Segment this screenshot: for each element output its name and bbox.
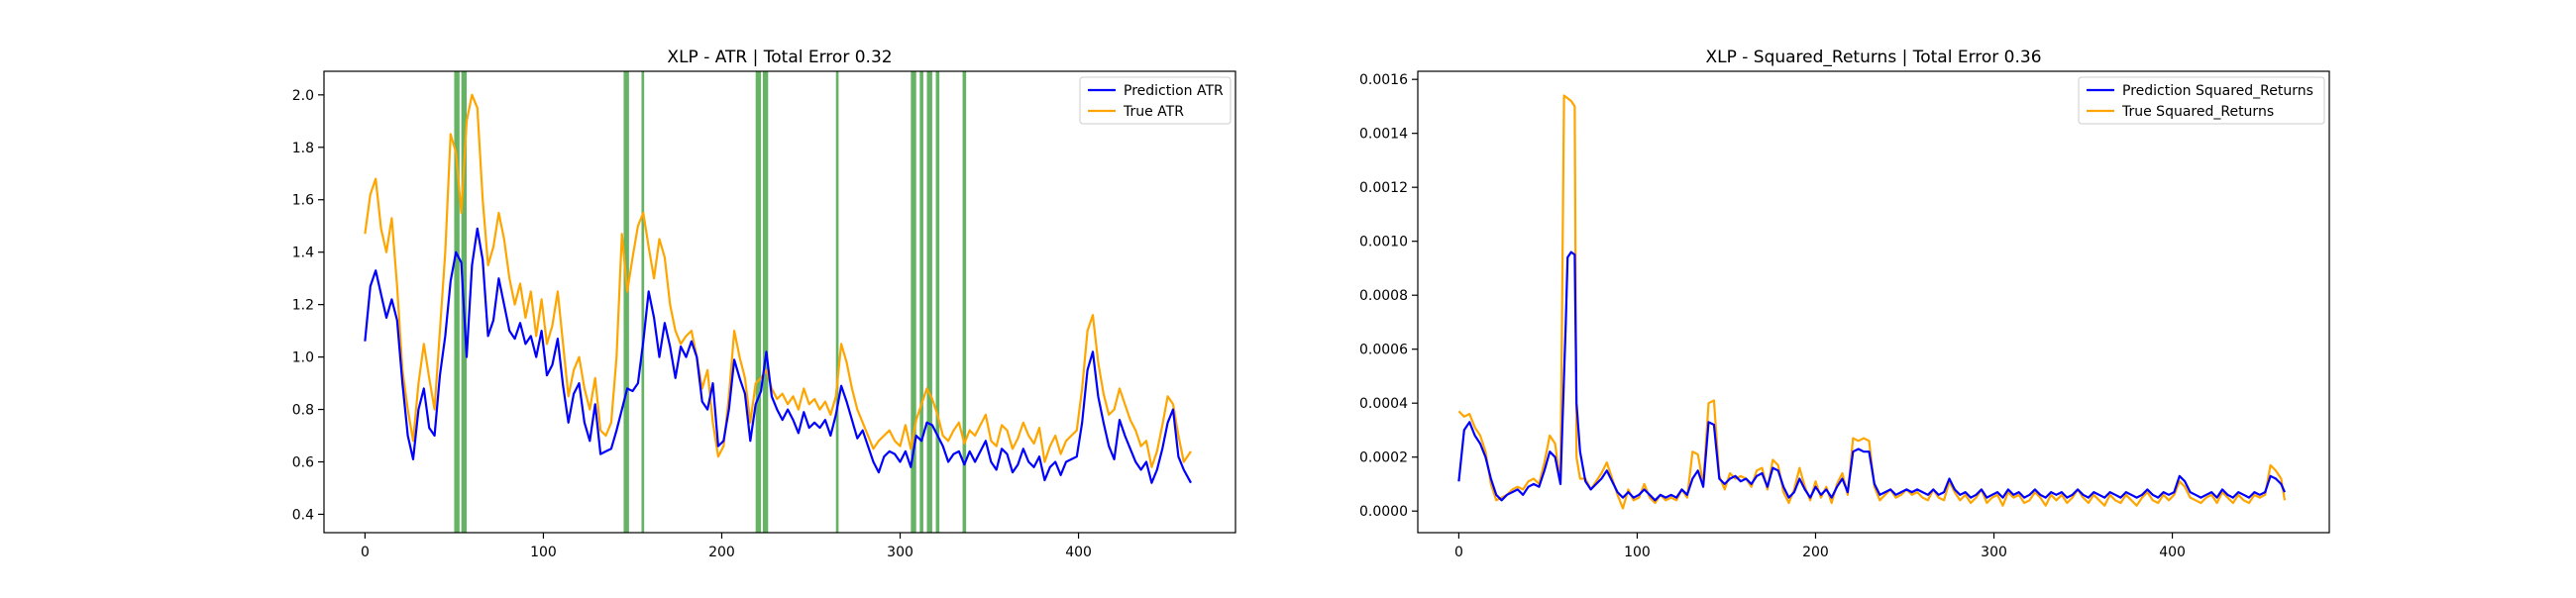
squared-returns-y-tick-label: 0.0014 xyxy=(1359,127,1408,143)
atr-chart: XLP - ATR | Total Error 0.32 0 100 200 300 4… xyxy=(292,48,1236,560)
atr-highlight-band xyxy=(641,71,645,533)
atr-plot-frame xyxy=(323,70,1236,534)
atr-legend: Prediction ATR True ATR xyxy=(1079,76,1232,125)
atr-y-tick-label: 1.2 xyxy=(292,298,314,314)
squared-returns-legend: Prediction Squared_Returns True Squared_… xyxy=(2078,76,2325,125)
atr-x-tick-label: 400 xyxy=(1065,545,1092,560)
squared-returns-x-tick-label: 0 xyxy=(1454,545,1463,560)
atr-chart-title: XLP - ATR | Total Error 0.32 xyxy=(667,48,892,67)
atr-highlight-band xyxy=(835,71,839,533)
squared-returns-y-tick-label: 0.0004 xyxy=(1359,396,1408,412)
atr-x-tick-label: 200 xyxy=(708,545,735,560)
atr-series-line-true xyxy=(364,93,1192,468)
atr-highlight-band xyxy=(454,71,460,533)
squared-returns-x-tick-label: 300 xyxy=(1981,545,2007,560)
atr-x-tick-label: 100 xyxy=(530,545,557,560)
atr-y-tick-label: 0.8 xyxy=(292,403,314,419)
atr-highlight-band xyxy=(762,71,769,533)
squared-returns-y-tick-label: 0.0008 xyxy=(1359,288,1408,304)
atr-x-tick-label: 300 xyxy=(887,545,913,560)
atr-y-tick-label: 1.8 xyxy=(292,141,314,156)
squared-returns-y-tick-label: 0.0006 xyxy=(1359,343,1408,358)
atr-y-tick-label: 0.6 xyxy=(292,455,314,471)
atr-highlight-band xyxy=(911,71,916,533)
squared-returns-series-lines xyxy=(1457,94,2287,510)
squared-returns-legend-true-label: True Squared_Returns xyxy=(2121,104,2274,120)
atr-y-tick-label: 1.0 xyxy=(292,350,314,366)
squared-returns-plot-frame xyxy=(1417,70,2330,534)
atr-y-tick-label: 0.4 xyxy=(292,507,314,523)
atr-highlight-band xyxy=(919,71,923,533)
squared-returns-x-tick-label: 400 xyxy=(2159,545,2186,560)
squared-returns-legend-prediction-label: Prediction Squared_Returns xyxy=(2122,83,2313,99)
atr-legend-box xyxy=(1079,76,1232,125)
atr-legend-true-label: True ATR xyxy=(1123,104,1184,120)
atr-y-tick-label: 1.4 xyxy=(292,246,314,261)
squared-returns-x-tick-label: 100 xyxy=(1624,545,1651,560)
squared-returns-y-tick-label: 0.0012 xyxy=(1359,180,1408,196)
atr-highlight-band xyxy=(935,71,940,533)
atr-highlight-band xyxy=(623,71,629,533)
atr-highlight-band xyxy=(755,71,762,533)
squared-returns-y-tick-label: 0.0010 xyxy=(1359,235,1408,250)
atr-series-lines xyxy=(364,93,1192,484)
squared-returns-chart: XLP - Squared_Returns | Total Error 0.36… xyxy=(1359,48,2330,560)
squared-returns-y-tick-label: 0.0016 xyxy=(1359,72,1408,88)
squared-returns-legend-box xyxy=(2078,76,2325,125)
squared-returns-series-line-prediction xyxy=(1457,250,2287,502)
atr-y-tick-label: 1.6 xyxy=(292,193,314,209)
atr-highlight-band xyxy=(962,71,967,533)
atr-x-tick-label: 0 xyxy=(361,545,370,560)
squared-returns-axes: 0 100 200 300 400 0.0000 0.0002 0.0004 0.0006 0.0… xyxy=(1359,70,2330,560)
squared-returns-chart-title: XLP - Squared_Returns | Total Error 0.36 xyxy=(1705,48,2041,67)
squared-returns-y-tick-label: 0.0000 xyxy=(1359,504,1408,520)
atr-highlight-band xyxy=(926,71,932,533)
atr-series-line-prediction xyxy=(364,227,1192,484)
atr-legend-prediction-label: Prediction ATR xyxy=(1124,83,1224,99)
squared-returns-x-tick-label: 200 xyxy=(1802,545,1829,560)
squared-returns-y-tick-label: 0.0002 xyxy=(1359,450,1408,466)
atr-y-tick-label: 2.0 xyxy=(292,88,314,104)
atr-axes: 0 100 200 300 400 0.4 0.6 0.8 1.0 1.2 1.4 1.6 1.8 2.0 xyxy=(292,70,1236,560)
